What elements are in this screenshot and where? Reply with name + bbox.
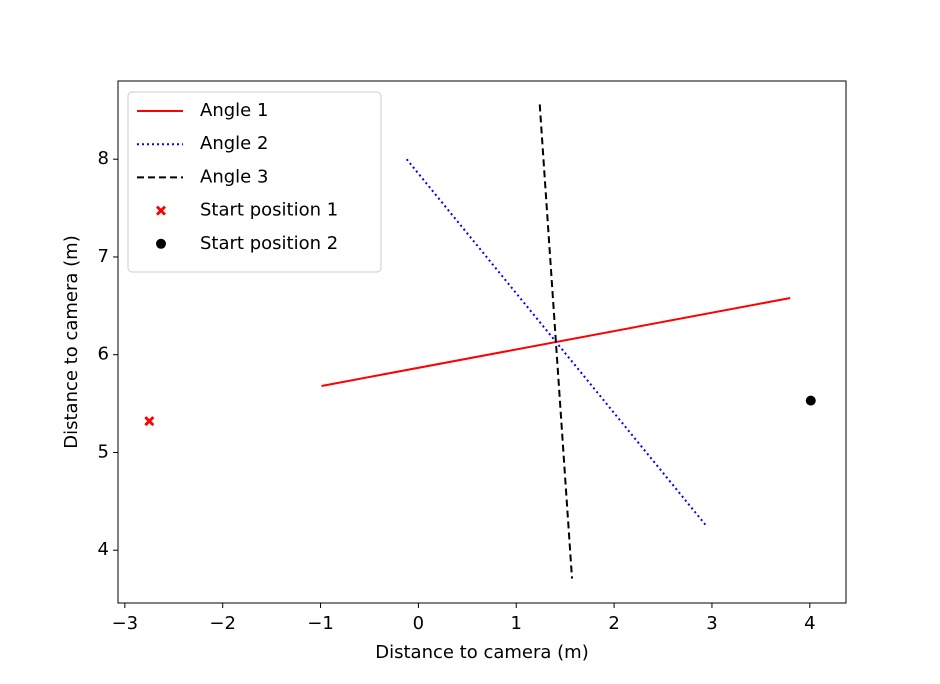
legend: Angle 1 Angle 2 Angle 3 Start position 1 Sta… <box>127 91 382 273</box>
series-line <box>538 104 574 579</box>
x-tick-label: 2 <box>608 613 619 634</box>
x-tick-label: 4 <box>804 613 815 634</box>
legend-label: Start position 1 <box>200 200 338 221</box>
x-axis-label: Distance to camera (m) <box>375 642 589 663</box>
y-tick-label: 7 <box>98 246 109 267</box>
legend-label: Angle 3 <box>200 166 268 187</box>
x-tick-label: −3 <box>112 613 139 634</box>
x-tick-label: 1 <box>511 613 522 634</box>
legend-label: Angle 2 <box>200 133 268 154</box>
legend-label: Start position 2 <box>200 233 338 254</box>
legend-marker <box>156 205 166 216</box>
marker-dot <box>805 395 816 406</box>
x-tick-label: 0 <box>413 613 424 634</box>
y-tick-label: 8 <box>98 148 109 169</box>
y-axis-label: Distance to camera (m) <box>61 235 82 449</box>
legend-label: Angle 1 <box>200 100 268 121</box>
x-tick-label: −1 <box>307 613 334 634</box>
legend-marker <box>156 238 166 249</box>
y-tick-label: 4 <box>98 539 109 560</box>
y-tick-label: 5 <box>98 441 109 462</box>
marker-x <box>144 416 155 427</box>
plot-frame <box>117 80 847 604</box>
x-tick-label: −2 <box>209 613 236 634</box>
x-tick-label: 3 <box>706 613 717 634</box>
series-line <box>405 158 708 528</box>
legend-frame <box>127 91 382 273</box>
y-tick-label: 6 <box>98 344 109 365</box>
